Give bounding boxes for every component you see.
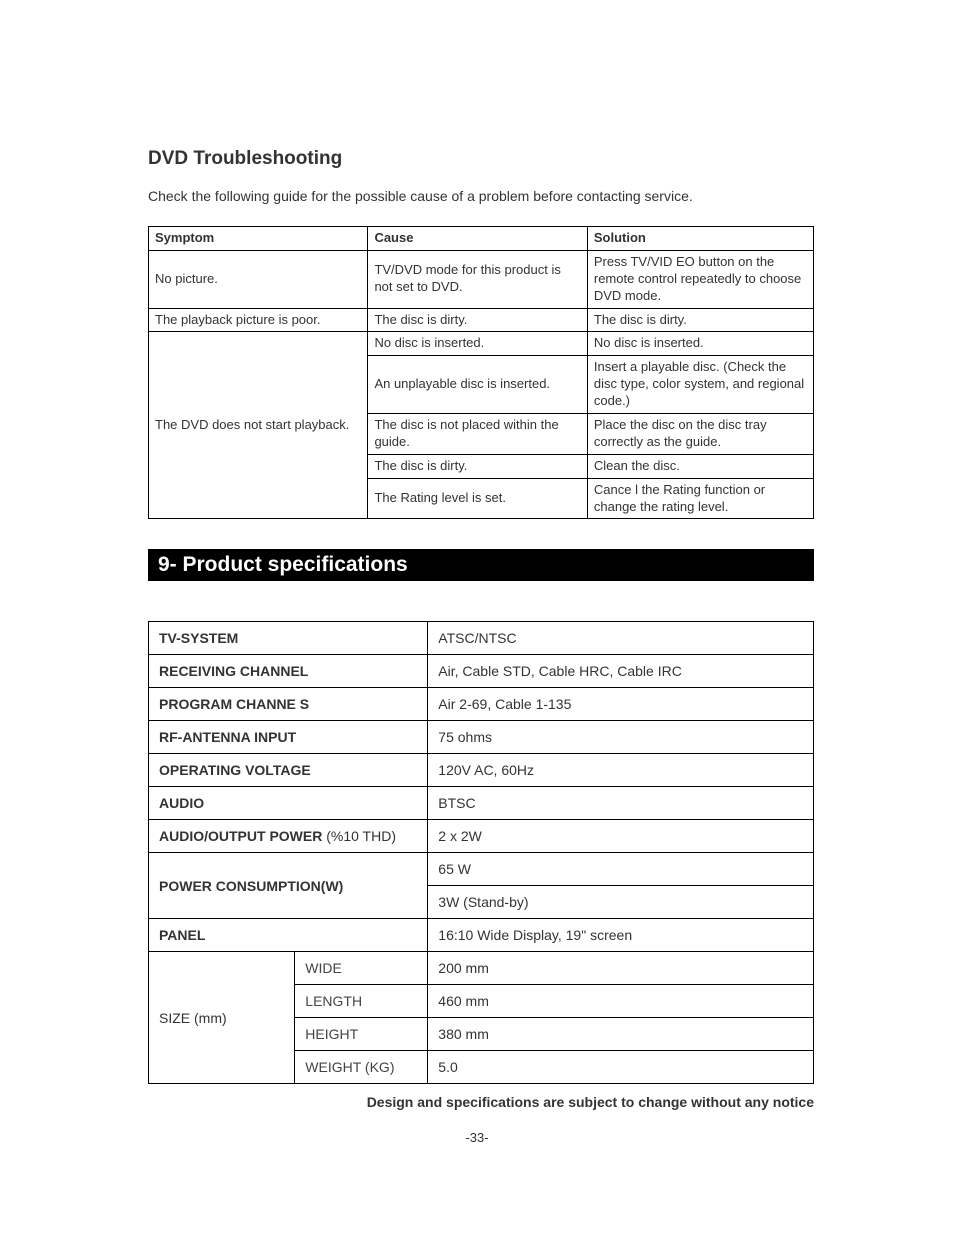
spec-value: 75 ohms	[428, 721, 814, 754]
spec-label-power: POWER CONSUMPTION(W)	[149, 853, 428, 919]
cell-cause: The Rating level is set.	[368, 478, 587, 519]
spec-value: 200 mm	[428, 952, 814, 985]
table-row: PROGRAM CHANNE S Air 2-69, Cable 1-135	[149, 688, 814, 721]
troubleshooting-intro: Check the following guide for the possib…	[148, 188, 814, 204]
spec-label: RECEIVING CHANNEL	[149, 655, 428, 688]
cell-cause: The disc is dirty.	[368, 308, 587, 332]
spec-value: BTSC	[428, 787, 814, 820]
cell-symptom: The playback picture is poor.	[149, 308, 368, 332]
troubleshooting-table: Symptom Cause Solution No picture. TV/DV…	[148, 226, 814, 519]
specs-footnote: Design and specifications are subject to…	[148, 1094, 814, 1110]
spec-value: Air, Cable STD, Cable HRC, Cable IRC	[428, 655, 814, 688]
col-cause: Cause	[368, 227, 587, 251]
cell-cause: An unplayable disc is inserted.	[368, 356, 587, 414]
col-symptom: Symptom	[149, 227, 368, 251]
troubleshooting-heading: DVD Troubleshooting	[148, 148, 814, 170]
spec-value: 380 mm	[428, 1018, 814, 1051]
cell-solution: Cance l the Rating function or change th…	[587, 478, 813, 519]
cell-symptom: No picture.	[149, 250, 368, 308]
cell-symptom: The DVD does not start playback.	[149, 332, 368, 519]
spec-label-audio-power: AUDIO/OUTPUT POWER (%10 THD)	[149, 820, 428, 853]
section-bar-specs: 9- Product specifications	[148, 549, 814, 581]
cell-solution: Press TV/VID EO button on the remote con…	[587, 250, 813, 308]
cell-solution: Place the disc on the disc tray correctl…	[587, 414, 813, 455]
spec-sublabel: WIDE	[295, 952, 428, 985]
cell-cause: The disc is dirty.	[368, 454, 587, 478]
spec-label: AUDIO	[149, 787, 428, 820]
spec-sublabel: WEIGHT (KG)	[295, 1051, 428, 1084]
specs-table: TV-SYSTEM ATSC/NTSC RECEIVING CHANNEL Ai…	[148, 621, 814, 1084]
table-row: POWER CONSUMPTION(W) 65 W	[149, 853, 814, 886]
cell-solution: No disc is inserted.	[587, 332, 813, 356]
spec-value: 5.0	[428, 1051, 814, 1084]
spec-value: Air 2-69, Cable 1-135	[428, 688, 814, 721]
table-row: AUDIO/OUTPUT POWER (%10 THD) 2 x 2W	[149, 820, 814, 853]
table-row: PANEL 16:10 Wide Display, 19" screen	[149, 919, 814, 952]
table-row: SIZE (mm) WIDE 200 mm	[149, 952, 814, 985]
spec-value: ATSC/NTSC	[428, 622, 814, 655]
spec-sublabel: HEIGHT	[295, 1018, 428, 1051]
cell-cause: The disc is not placed within the guide.	[368, 414, 587, 455]
cell-cause: TV/DVD mode for this product is not set …	[368, 250, 587, 308]
spec-label: RF-ANTENNA INPUT	[149, 721, 428, 754]
spec-label-suffix: (%10 THD)	[322, 828, 396, 844]
spec-label: OPERATING VOLTAGE	[149, 754, 428, 787]
spec-value: 120V AC, 60Hz	[428, 754, 814, 787]
cell-solution: Insert a playable disc. (Check the disc …	[587, 356, 813, 414]
cell-solution: The disc is dirty.	[587, 308, 813, 332]
spec-label: PROGRAM CHANNE S	[149, 688, 428, 721]
spec-value: 16:10 Wide Display, 19" screen	[428, 919, 814, 952]
cell-solution: Clean the disc.	[587, 454, 813, 478]
spec-label-text: AUDIO/OUTPUT POWER	[159, 828, 322, 844]
table-row: No picture. TV/DVD mode for this product…	[149, 250, 814, 308]
spec-label-size: SIZE (mm)	[149, 952, 295, 1084]
spec-value: 3W (Stand-by)	[428, 886, 814, 919]
spec-value: 460 mm	[428, 985, 814, 1018]
spec-sublabel: LENGTH	[295, 985, 428, 1018]
table-row: OPERATING VOLTAGE 120V AC, 60Hz	[149, 754, 814, 787]
table-row: RF-ANTENNA INPUT 75 ohms	[149, 721, 814, 754]
page: DVD Troubleshooting Check the following …	[0, 0, 954, 1235]
page-number: -33-	[0, 1130, 954, 1145]
spec-label: TV-SYSTEM	[149, 622, 428, 655]
table-row: The playback picture is poor. The disc i…	[149, 308, 814, 332]
spec-value: 65 W	[428, 853, 814, 886]
table-row: RECEIVING CHANNEL Air, Cable STD, Cable …	[149, 655, 814, 688]
cell-cause: No disc is inserted.	[368, 332, 587, 356]
table-row: TV-SYSTEM ATSC/NTSC	[149, 622, 814, 655]
table-row: AUDIO BTSC	[149, 787, 814, 820]
table-row: The DVD does not start playback. No disc…	[149, 332, 814, 356]
spec-value: 2 x 2W	[428, 820, 814, 853]
col-solution: Solution	[587, 227, 813, 251]
spec-label-panel: PANEL	[149, 919, 428, 952]
